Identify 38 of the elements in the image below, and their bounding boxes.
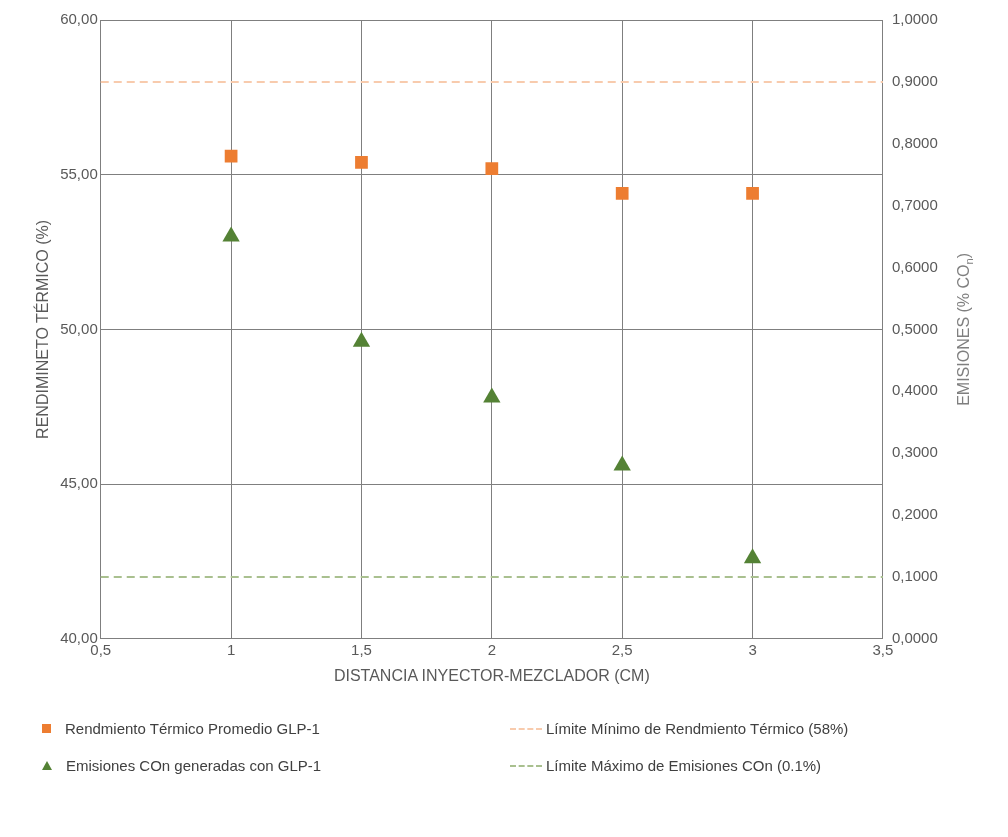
x-tick-label: 1,5 bbox=[351, 640, 372, 658]
y2-tick-label: 0,2000 bbox=[891, 505, 938, 523]
x-tick-label: 3 bbox=[748, 640, 757, 658]
x-axis-title: DISTANCIA INYECTOR-MEZCLADOR (CM) bbox=[333, 666, 650, 684]
y-tick-label: 45,00 bbox=[60, 474, 98, 492]
legend-label: Límite Máximo de Emisiones COn (0.1%) bbox=[546, 757, 822, 774]
y2-tick-label: 0,9000 bbox=[891, 72, 938, 90]
point bbox=[613, 455, 631, 471]
legend-label: Rendmiento Térmico Promedio GLP-1 bbox=[65, 720, 320, 737]
y2-tick-label: 0,3000 bbox=[891, 443, 938, 461]
y-tick-label: 60,00 bbox=[60, 10, 98, 28]
point bbox=[224, 149, 238, 163]
y2-tick-label: 0,6000 bbox=[891, 257, 938, 275]
point bbox=[352, 331, 371, 347]
y2-axis-title: EMISIONES (% COn) bbox=[955, 252, 975, 406]
y-axis-title: RENDIMINETO TÉRMICO (%) bbox=[33, 219, 52, 439]
x-tick-label: 3,5 bbox=[872, 640, 894, 658]
x-tick-label: 2 bbox=[487, 640, 496, 658]
x-tick-label: 2,5 bbox=[611, 640, 633, 658]
legend-label: Emisiones COn generadas con GLP-1 bbox=[66, 757, 322, 774]
y2-tick-label: 0,5000 bbox=[891, 319, 938, 337]
y2-tick-label: 0,4000 bbox=[891, 381, 938, 399]
point bbox=[743, 548, 762, 564]
y2-tick-label: 0,0000 bbox=[891, 628, 938, 646]
point bbox=[746, 186, 759, 200]
y2-tick-label: 0,8000 bbox=[891, 133, 938, 151]
point bbox=[615, 186, 629, 200]
y2-tick-label: 0,1000 bbox=[891, 567, 938, 585]
point bbox=[222, 226, 240, 242]
legend-label: Límite Mínimo de Rendmiento Térmico (58%) bbox=[546, 720, 849, 737]
x-tick-label: 1 bbox=[226, 640, 236, 658]
point bbox=[485, 162, 499, 175]
point bbox=[483, 387, 501, 403]
y2-tick-label: 0,7000 bbox=[891, 195, 938, 213]
y-tick-label: 55,00 bbox=[60, 164, 98, 182]
point bbox=[355, 155, 368, 169]
y2-tick-label: 1,0000 bbox=[891, 10, 938, 28]
y-tick-label: 50,00 bbox=[60, 319, 98, 337]
